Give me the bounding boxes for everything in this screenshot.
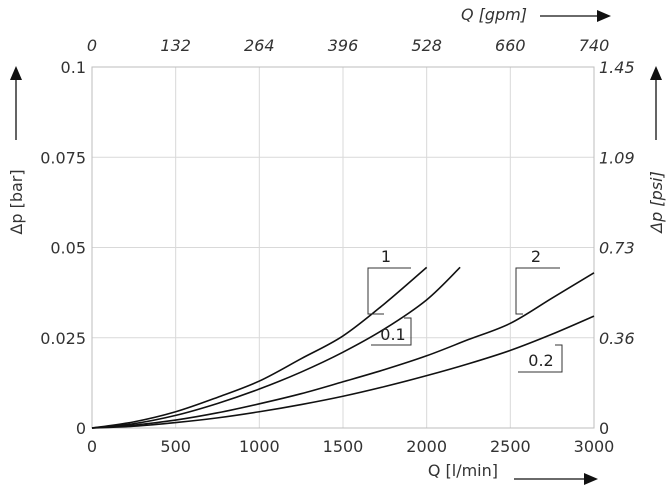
y2-axis-label: Δp [psi] [647, 171, 666, 235]
callout-label: 2 [531, 247, 541, 266]
series-line-3 [91, 272, 595, 429]
x-tick-label: 3000 [574, 437, 615, 456]
x2-axis-label: Q [gpm] [461, 5, 527, 24]
y-axis-label: Δp [bar] [7, 169, 26, 234]
callout-leader [515, 267, 560, 315]
y2-tick-label: 0.36 [599, 329, 635, 348]
x-tick-label: 1000 [239, 437, 280, 456]
x-tick-label: 2000 [406, 437, 447, 456]
x2-tick-label: 528 [411, 36, 442, 55]
callout-leader [367, 267, 411, 315]
y-axis-arrow [10, 66, 22, 140]
y2-tick-label: 1.45 [599, 58, 635, 77]
callout-label: 0.1 [380, 325, 405, 344]
x2-tick-label: 396 [328, 36, 359, 55]
y2-axis-arrow [650, 66, 662, 140]
x-axis-label: Q [l/min] [428, 461, 498, 480]
curve-layer [91, 266, 595, 429]
x2-tick-label: 132 [160, 36, 191, 55]
y-tick-label: 0.05 [50, 239, 86, 258]
x-tick-label: 1500 [323, 437, 364, 456]
x2-tick-label: 0 [87, 36, 97, 55]
x-tick-label: 0 [87, 437, 97, 456]
callout-label: 0.2 [528, 351, 553, 370]
grid-layer [92, 67, 594, 428]
annotation-layer: 1 0.1 2 0.2 [367, 247, 563, 373]
y2-tick-label: 0 [599, 419, 609, 438]
y-tick-label: 0 [76, 419, 86, 438]
y-tick-label: 0.025 [40, 329, 86, 348]
x2-axis-arrow [540, 10, 611, 22]
x-axis-arrow [514, 473, 598, 485]
series-line-1 [91, 266, 428, 429]
series-line-2 [91, 266, 461, 429]
x2-tick-label: 740 [579, 36, 610, 55]
x2-tick-label: 660 [495, 36, 526, 55]
plot-frame [91, 66, 595, 429]
y-tick-label: 0.075 [40, 148, 86, 167]
x-tick-label: 2500 [490, 437, 531, 456]
y2-tick-label: 1.09 [599, 148, 635, 167]
x2-tick-label: 264 [244, 36, 275, 55]
series-line-4 [91, 315, 595, 429]
y-tick-label: 0.1 [61, 58, 86, 77]
x-tick-label: 500 [160, 437, 191, 456]
y2-tick-label: 0.73 [599, 239, 635, 258]
callout-label: 1 [381, 247, 391, 266]
callout-leader [371, 317, 412, 346]
callout-leader [518, 344, 563, 373]
